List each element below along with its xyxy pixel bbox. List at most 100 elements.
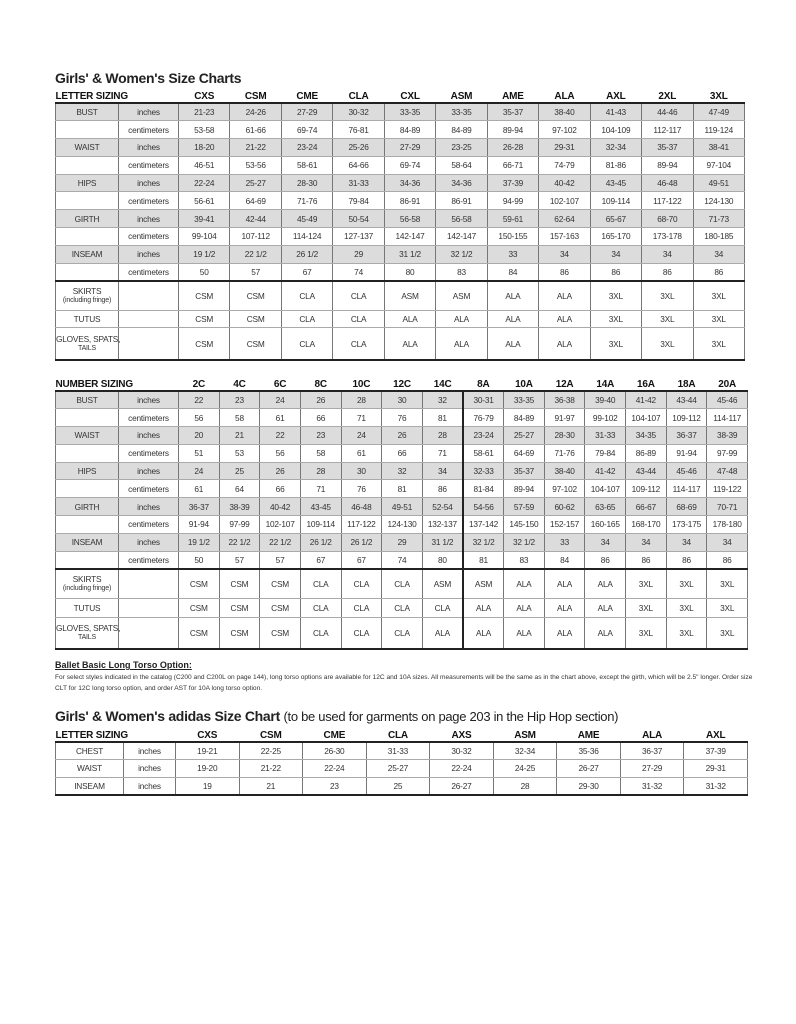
size-column-header: CXS [194, 91, 215, 102]
size-cell: 41-43 [589, 102, 643, 122]
table-row: WAIST inches 19-20 21-22 22-24 25-27 22-24 24-2… [55, 759, 748, 778]
size-column-header: 14A [596, 379, 615, 390]
size-cell: 97-102 [543, 479, 586, 499]
size-cell: 86-89 [625, 444, 667, 463]
size-cell: 32 [381, 462, 423, 481]
size-cell: 45-46 [665, 462, 708, 481]
size-cell: 24 [259, 390, 301, 410]
size-cell: 71 [299, 479, 342, 499]
size-cell: 168-170 [625, 515, 667, 534]
size-cell: 50-54 [332, 209, 385, 229]
size-column-header: AXL [705, 730, 726, 741]
accessory-label-text: SKIRTS [72, 574, 102, 585]
unit-label: centimeters [118, 191, 179, 211]
accessory-row: SKIRTS (including fringe) CSM CSM CLA CLA ASM A… [55, 279, 746, 312]
size-cell: CSM [177, 310, 231, 329]
size-cell: 84 [486, 263, 540, 282]
size-cell: ALA [503, 617, 545, 650]
size-cell: 32 1/2 [461, 533, 505, 552]
size-cell: 137-142 [461, 515, 505, 534]
size-cell: 36-37 [178, 497, 220, 517]
size-cell: 71 [421, 444, 464, 463]
size-cell: 27-29 [383, 138, 437, 157]
size-cell: 31 1/2 [383, 245, 437, 264]
size-column-header: CXL [400, 91, 420, 102]
size-cell: 28-30 [543, 426, 586, 445]
size-cell: 37-39 [486, 174, 540, 193]
size-cell: 54-56 [461, 497, 505, 517]
size-cell: ASM [435, 279, 488, 312]
size-cell: 3XL [706, 598, 748, 619]
size-column-header: AXS [451, 730, 472, 741]
size-cell: CLA [381, 617, 423, 650]
size-cell: 97-104 [692, 156, 746, 175]
measurement-label: HIPS [55, 462, 119, 481]
size-cell: ALA [461, 598, 505, 619]
size-cell: 152-157 [543, 515, 586, 534]
size-cell: 49-51 [381, 497, 423, 517]
size-cell: 84-89 [383, 120, 437, 140]
size-cell: 23-24 [280, 138, 334, 157]
unit-label: inches [123, 777, 176, 796]
size-cell: 65-67 [589, 209, 643, 229]
size-cell: 124-130 [381, 515, 423, 534]
size-cell: ALA [538, 279, 591, 312]
size-cell: 57-59 [503, 497, 545, 517]
size-cell: 86 [706, 551, 748, 570]
size-cell: 61 [178, 479, 220, 499]
size-cell: 26 1/2 [340, 533, 383, 552]
size-cell: 30-32 [332, 102, 385, 122]
size-cell: 56 [259, 444, 301, 463]
size-column-header: 18A [677, 379, 696, 390]
size-cell: 43-44 [665, 390, 708, 410]
size-cell: 26 1/2 [280, 245, 334, 264]
unit-label: inches [118, 426, 179, 445]
size-cell: 94-99 [486, 191, 540, 211]
size-cell: 91-94 [665, 444, 708, 463]
table-row: CHEST inches 19-21 22-25 26-30 31-33 30-32 32-3… [55, 741, 748, 760]
size-cell: 50 [178, 551, 220, 570]
accessory-sublabel: (including fringe) [62, 585, 112, 593]
size-cell: 89-94 [503, 479, 545, 499]
size-cell: 71 [340, 408, 383, 428]
size-column-header: 6C [273, 379, 287, 390]
size-cell: 34 [421, 462, 464, 481]
size-cell: 81 [421, 408, 464, 428]
accessory-sublabel: TAILS [78, 634, 96, 642]
size-cell: 47-48 [706, 462, 748, 481]
size-cell: 38-40 [538, 102, 591, 122]
size-cell: 45-46 [706, 390, 748, 410]
size-cell: 127-137 [332, 227, 385, 246]
size-cell: 26 [299, 390, 342, 410]
size-cell: 3XL [665, 567, 708, 600]
size-cell: CLA [381, 598, 423, 619]
size-cell: 46-51 [177, 156, 231, 175]
unit-label: centimeters [118, 515, 179, 534]
size-cell: 102-107 [538, 191, 591, 211]
size-cell: ALA [383, 327, 437, 361]
size-cell: 86-91 [383, 191, 437, 211]
size-cell: 34 [692, 245, 746, 264]
size-cell: 165-170 [589, 227, 643, 246]
size-cell: ALA [543, 567, 586, 600]
size-cell: 22-24 [302, 759, 367, 778]
unit-label [118, 310, 179, 329]
size-cell: 21-23 [177, 102, 231, 122]
size-cell: 49-51 [692, 174, 746, 193]
unit-label: inches [118, 533, 179, 552]
size-cell: 57 [218, 551, 261, 570]
size-column-header: CLA [387, 730, 408, 741]
size-cell: 32 [421, 390, 464, 410]
size-cell: 97-99 [706, 444, 748, 463]
size-cell: 25 [218, 462, 261, 481]
size-column-header: 14C [433, 379, 452, 390]
measurement-label: BUST [55, 102, 119, 122]
unit-label: centimeters [118, 479, 179, 499]
size-cell: 38-40 [543, 462, 586, 481]
size-cell: ALA [486, 327, 540, 361]
measurement-label [55, 191, 119, 211]
size-cell: 36-37 [665, 426, 708, 445]
unit-label: inches [123, 741, 176, 760]
accessory-row: TUTUS CSM CSM CSM CLA CLA CLA CLA ALA ALA ALA ALA 3X… [55, 598, 748, 619]
size-cell: 19-20 [175, 759, 240, 778]
